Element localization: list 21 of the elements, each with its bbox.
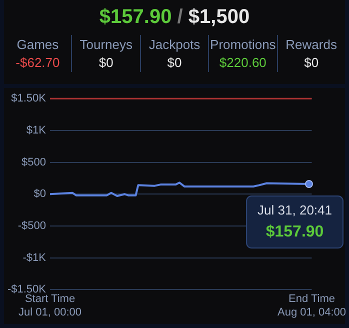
y-tick-label: -$500	[18, 220, 46, 232]
y-tick-label: $1.50K	[11, 92, 47, 105]
text: $0	[98, 55, 114, 70]
text: Jackpots	[148, 37, 202, 52]
text: Rewards	[284, 37, 338, 52]
x-tick-label: Start Time Jul 01, 00:00	[18, 293, 82, 318]
text: $220.60	[218, 55, 268, 70]
annotation: Jul 31, 20:41 $157.90	[258, 202, 332, 240]
x-tick-label: End Time Aug 01, 04:00	[277, 293, 346, 318]
y-tick-label: $500	[22, 156, 46, 168]
chart-title: $157.90 / $1,500	[99, 6, 250, 28]
text: Promotions	[209, 37, 277, 52]
text: $0	[303, 55, 320, 70]
y-tick-label: -$1.50K	[7, 284, 47, 296]
y-tick-label: $0	[34, 188, 46, 200]
text: Tourneys	[78, 37, 134, 52]
text: -$62.70	[14, 55, 61, 70]
y-tick-label: -$1K	[22, 252, 47, 264]
y-tick-label: $1K	[26, 124, 47, 136]
text: $0	[166, 55, 183, 70]
text: Games	[16, 37, 60, 52]
